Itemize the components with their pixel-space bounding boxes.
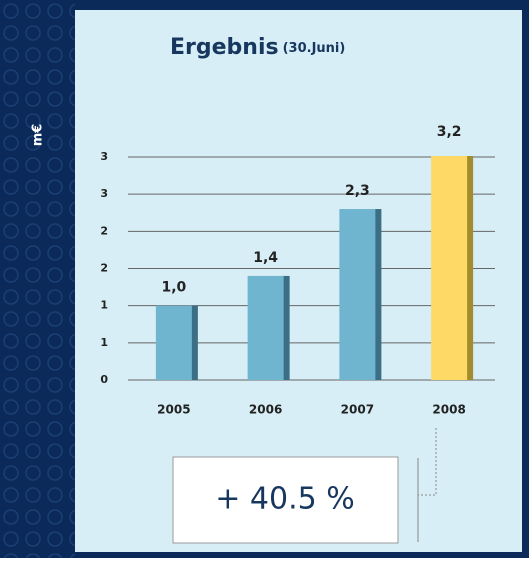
bar bbox=[155, 305, 192, 380]
y-axis-label: m€ bbox=[31, 124, 46, 147]
background-pattern bbox=[0, 0, 75, 558]
y-tick-label: 3 bbox=[100, 150, 108, 163]
chart-title: Ergebnis (30.Juni) bbox=[170, 35, 345, 60]
value-label: 1,4 bbox=[253, 250, 278, 266]
bars bbox=[155, 156, 474, 380]
y-tick-label: 2 bbox=[100, 262, 108, 275]
value-label: 2,3 bbox=[345, 183, 370, 199]
bar-side bbox=[189, 305, 198, 380]
y-tick-label: 1 bbox=[100, 299, 108, 312]
bar-side bbox=[281, 275, 290, 380]
bar bbox=[431, 156, 468, 380]
y-tick-label: 1 bbox=[100, 336, 108, 349]
value-label: 3,2 bbox=[437, 124, 462, 140]
x-tick-label: 2007 bbox=[341, 403, 374, 417]
bar-side bbox=[373, 209, 382, 380]
bar bbox=[247, 275, 284, 380]
plot: 0 1 1 2 2 3 3 1,0 2005 1,4 2006 2,3 2007 3,2 2008 bbox=[100, 124, 495, 417]
bar-side bbox=[465, 156, 474, 380]
y-tick-label: 0 bbox=[100, 373, 108, 386]
x-tick-label: 2008 bbox=[432, 403, 465, 417]
value-label: 1,0 bbox=[161, 280, 186, 296]
x-tick-label: 2006 bbox=[249, 403, 282, 417]
x-tick-label: 2005 bbox=[157, 403, 190, 417]
y-tick-label: 2 bbox=[100, 224, 108, 237]
annotation: + 40.5 % bbox=[215, 482, 355, 517]
annotation-box bbox=[172, 456, 399, 544]
bar bbox=[339, 209, 376, 380]
y-tick-label: 3 bbox=[100, 187, 108, 200]
